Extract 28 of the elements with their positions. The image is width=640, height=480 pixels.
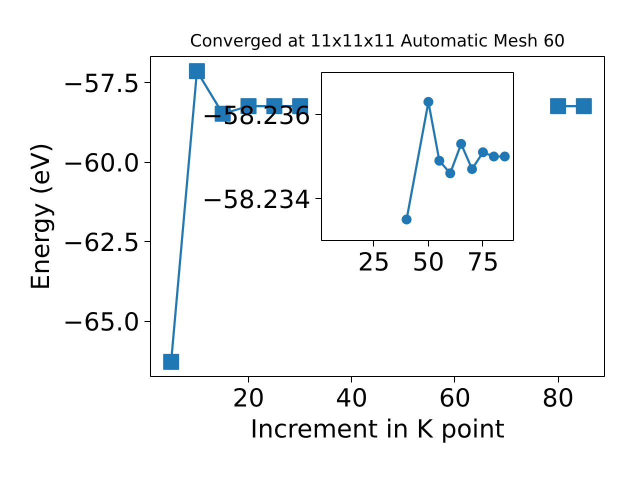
point bbox=[402, 214, 412, 224]
x-tick-label: 20 bbox=[232, 384, 264, 412]
x-tick-label: 80 bbox=[542, 384, 574, 412]
point bbox=[188, 63, 205, 80]
y-tick-label: −62.5 bbox=[62, 228, 140, 258]
point bbox=[550, 98, 566, 114]
y-tick-label: −57.5 bbox=[62, 69, 140, 98]
point bbox=[478, 147, 488, 158]
point bbox=[576, 98, 592, 114]
y-tick-label: −60.0 bbox=[62, 148, 140, 178]
y-axis-title: Energy (eV) bbox=[26, 142, 55, 290]
point bbox=[500, 152, 510, 162]
point bbox=[163, 354, 180, 370]
x-axis-title: Increment in K point bbox=[250, 414, 505, 444]
y-tick-label: −58.234 bbox=[202, 185, 311, 214]
point bbox=[445, 168, 456, 178]
x-tick-label: 60 bbox=[438, 384, 471, 412]
point bbox=[467, 164, 478, 174]
point bbox=[456, 138, 466, 149]
x-tick-label: 25 bbox=[358, 248, 390, 276]
point bbox=[423, 96, 434, 107]
x-tick-label: 50 bbox=[412, 248, 444, 276]
point bbox=[488, 152, 499, 162]
y-tick-label: −65.0 bbox=[62, 308, 140, 337]
x-tick-label: 75 bbox=[467, 248, 499, 276]
x-tick-label: 40 bbox=[336, 384, 368, 412]
chart-title: Converged at 11x11x11 Automatic Mesh 60 bbox=[190, 32, 566, 52]
point bbox=[434, 156, 444, 166]
